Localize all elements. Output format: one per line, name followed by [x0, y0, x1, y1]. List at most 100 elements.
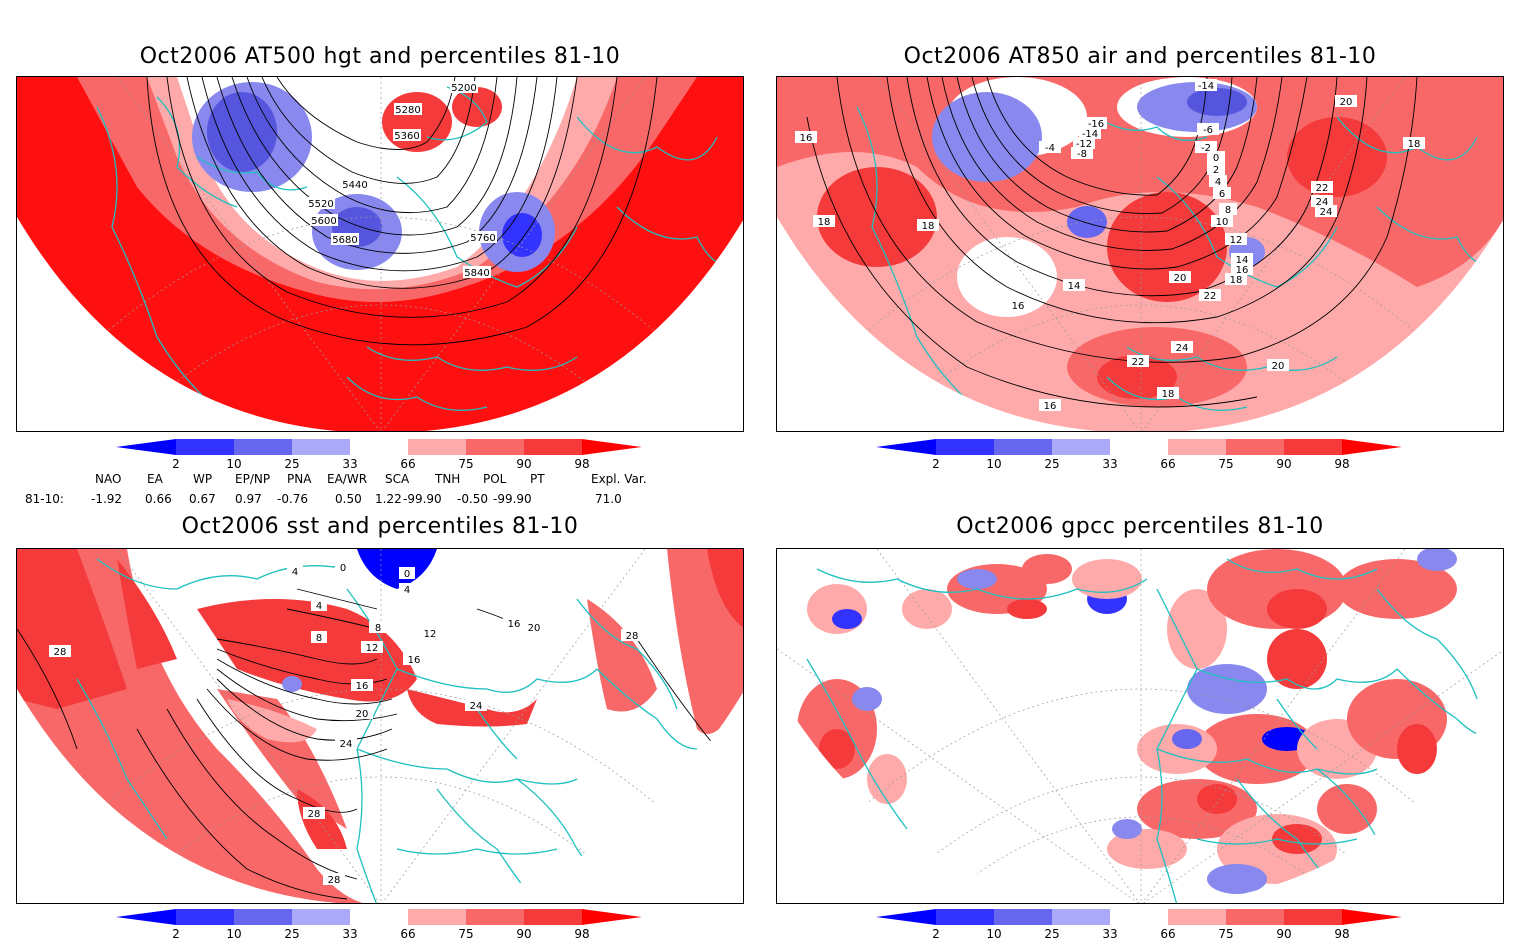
contour-label: 28	[308, 809, 321, 820]
index-value: 1.22	[375, 492, 402, 506]
map-air850: -14 -16 -14 -12 -8 -6 -4 -2 0 2 4 6 8 10…	[776, 76, 1504, 432]
map-gpcc-svg	[777, 549, 1503, 903]
colorbar-tick: 10	[986, 927, 1001, 940]
contour-label: 8	[316, 633, 322, 644]
colorbar-tick: 98	[1334, 457, 1349, 471]
index-header: TNH	[435, 472, 461, 486]
contour-label: 8	[375, 623, 381, 634]
contour-label: 5680	[332, 235, 357, 246]
colorbar-tick: 98	[574, 927, 589, 940]
contour-label: 5760	[470, 233, 495, 244]
colorbar-tick: 98	[574, 457, 589, 471]
contour-label: 4	[316, 601, 322, 612]
contour-label: 6	[1219, 189, 1225, 200]
contour-label: -14	[1082, 129, 1098, 140]
teleconnection-table: NAO EA WP EP/NP PNA EA/WR SCA TNH POL PT…	[25, 472, 725, 512]
contour-label: 12	[424, 629, 437, 640]
colorbar-tick: 75	[1218, 457, 1233, 471]
colorbar-tick: 2	[172, 927, 180, 940]
contour-label: 28	[54, 647, 67, 658]
index-value: 0.67	[189, 492, 216, 506]
colorbar-tick: 10	[226, 927, 241, 940]
colorbar-tick: 75	[458, 927, 473, 940]
colorbar-tick: 66	[400, 927, 415, 940]
map-sst-svg: 0 4 4 8 12 16 20 24 28 28 28 8 12 16 24 …	[17, 549, 743, 903]
colorbar-tick: 2	[932, 927, 940, 940]
contour-label: 16	[1236, 265, 1249, 276]
contour-label: -16	[1088, 119, 1104, 130]
colorbar-tick: 90	[516, 927, 531, 940]
contour-label: 16	[508, 619, 521, 630]
contour-label: 12	[1230, 235, 1243, 246]
contour-label: 16	[800, 133, 813, 144]
map-hgt500: 5200 5280 5360 5440 5520 5600 5680 5760 …	[16, 76, 744, 432]
contour-label: 16	[408, 655, 421, 666]
contour-label: 18	[922, 221, 935, 232]
contour-label: 16	[1012, 301, 1025, 312]
contour-label: 20	[356, 709, 369, 720]
index-value: -99.90	[493, 492, 532, 506]
colorbar-tick: 2	[932, 457, 940, 471]
index-header: WP	[193, 472, 213, 486]
contour-label: 5200	[451, 83, 476, 94]
colorbar-tick: 98	[1334, 927, 1349, 940]
contour-label: 16	[356, 681, 369, 692]
index-header: EA/WR	[327, 472, 368, 486]
index-header: Expl. Var.	[591, 472, 647, 486]
contour-label: 18	[818, 217, 831, 228]
row-label: 81-10:	[25, 492, 64, 506]
contour-label: 28	[328, 875, 341, 886]
index-header: EP/NP	[235, 472, 271, 486]
contour-label: 24	[470, 701, 483, 712]
colorbar-tick: 90	[1276, 927, 1291, 940]
map-sst: 0 4 4 8 12 16 20 24 28 28 28 8 12 16 24 …	[16, 548, 744, 904]
contour-label: 24	[1316, 197, 1329, 208]
colorbar-gpcc: 2 10 25 33 66 75 90 98	[876, 908, 1436, 940]
panel-title-sst: Oct2006 sst and percentiles 81-10	[181, 514, 579, 539]
map-hgt500-svg: 5200 5280 5360 5440 5520 5600 5680 5760 …	[17, 77, 743, 431]
contour-label: 18	[1230, 275, 1243, 286]
contour-label: 5440	[342, 180, 367, 191]
index-value: 0.97	[235, 492, 262, 506]
contour-label: 0	[340, 563, 346, 574]
map-gpcc	[776, 548, 1504, 904]
colorbar-tick: 66	[400, 457, 415, 471]
panel-title-gpcc: Oct2006 gpcc percentiles 81-10	[956, 514, 1324, 539]
colorbar-tick: 33	[1102, 457, 1117, 471]
contour-label: 5280	[395, 105, 420, 116]
contour-label: 0	[404, 569, 410, 580]
contour-label: 24	[1320, 207, 1333, 218]
contour-label: 28	[626, 631, 639, 642]
colorbar-tick: 2	[172, 457, 180, 471]
index-value: 0.66	[145, 492, 172, 506]
colorbar-tick: 10	[226, 457, 241, 471]
index-value: -99.90	[403, 492, 442, 506]
colorbar-tick: 25	[284, 457, 299, 471]
index-header: EA	[147, 472, 163, 486]
contour-label: 22	[1316, 183, 1329, 194]
colorbar-tick: 90	[1276, 457, 1291, 471]
contour-label: 10	[1216, 217, 1229, 228]
contour-label: 18	[1162, 389, 1175, 400]
map-air850-svg: -14 -16 -14 -12 -8 -6 -4 -2 0 2 4 6 8 10…	[777, 77, 1503, 431]
colorbar-tick: 75	[458, 457, 473, 471]
contour-label: -6	[1203, 125, 1213, 136]
contour-label: 8	[1225, 205, 1231, 216]
contour-label: 16	[1044, 401, 1057, 412]
contour-label: 5520	[308, 199, 333, 210]
index-header: PNA	[287, 472, 312, 486]
contour-label: -4	[1045, 143, 1055, 154]
contour-label: 18	[1408, 139, 1421, 150]
contour-label: 22	[1204, 291, 1217, 302]
contour-label: 5600	[311, 216, 336, 227]
contour-label: 20	[1272, 361, 1285, 372]
panel-title-hgt500: Oct2006 AT500 hgt and percentiles 81-10	[139, 44, 621, 69]
contour-label: 20	[1174, 273, 1187, 284]
index-value: -1.92	[91, 492, 123, 506]
index-header: PT	[530, 472, 545, 486]
index-value: 0.50	[335, 492, 362, 506]
colorbar-tick: 25	[1044, 927, 1059, 940]
contour-label: 4	[1215, 177, 1221, 188]
contour-label: 4	[292, 567, 298, 578]
colorbar-tick: 33	[342, 927, 357, 940]
